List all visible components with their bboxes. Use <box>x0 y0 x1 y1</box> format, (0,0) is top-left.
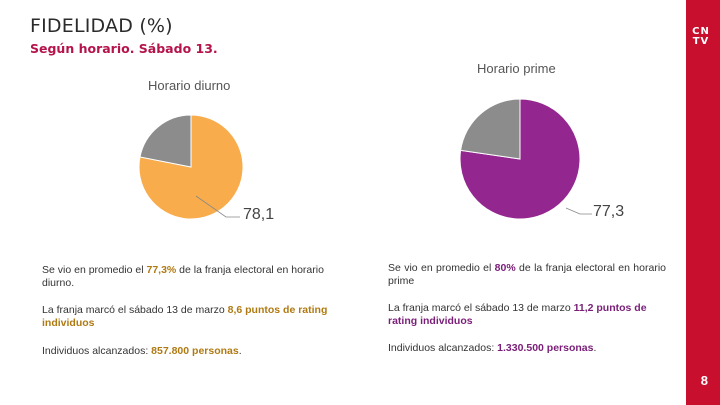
chart-title-diurno: Horario diurno <box>148 78 231 93</box>
right-paragraph-1: Se vio en promedio el 80% de la franja e… <box>388 262 666 288</box>
page-number: 8 <box>700 373 708 388</box>
pie-data-label-diurno: 78,1 <box>243 206 275 223</box>
left-p1-post: de la franja electoral en horario diurno… <box>42 264 324 289</box>
chart-title-prime: Horario prime <box>477 61 556 76</box>
right-p1-post: de la franja electoral en horario prime <box>388 262 666 287</box>
left-p2-pre: La franja marcó el sábado 13 de marzo <box>42 304 228 316</box>
right-p3-pre: Individuos alcanzados: <box>388 342 498 354</box>
left-p3-pre: Individuos alcanzados: <box>42 345 152 357</box>
pie-data-label-prime: 77,3 <box>593 203 625 220</box>
left-paragraph-3: Individuos alcanzados: 857.800 personas. <box>42 345 342 358</box>
pie-slice-rest <box>460 98 521 160</box>
page-subtitle: Según horario. Sábado 13. <box>30 41 218 56</box>
pie-slice-rest <box>139 114 192 168</box>
page-title: FIDELIDAD (%) <box>30 15 173 37</box>
pie-chart-prime <box>459 98 581 220</box>
logo-line-2: TV <box>692 36 710 47</box>
left-paragraph-1: Se vio en promedio el 77,3% de la franja… <box>42 264 342 290</box>
right-p3-post: . <box>593 342 597 354</box>
right-p1-pre: Se vio en promedio el <box>388 262 495 274</box>
right-paragraph-2: La franja marcó el sábado 13 de marzo 11… <box>388 302 678 328</box>
left-p1-pre: Se vio en promedio el <box>42 264 147 276</box>
left-paragraph-2: La franja marcó el sábado 13 de marzo 8,… <box>42 304 342 330</box>
pie-chart-diurno <box>138 114 244 220</box>
left-p1-highlight: 77,3% <box>146 264 177 276</box>
right-p2-highlight: 11,2 puntos de rating individuos <box>388 302 647 327</box>
right-p1-highlight: 80% <box>494 262 516 274</box>
left-p3-highlight: 857.800 personas <box>151 345 239 357</box>
left-p3-post: . <box>238 345 242 357</box>
right-p3-highlight: 1.330.500 personas <box>497 342 594 354</box>
left-p2-highlight: 8,6 puntos de rating individuos <box>42 304 328 329</box>
logo-line-1: CN <box>692 26 710 37</box>
cntv-logo: CN TV <box>689 27 713 47</box>
right-p2-pre: La franja marcó el sábado 13 de marzo <box>388 302 574 314</box>
right-accent-bar <box>686 0 720 405</box>
right-paragraph-3: Individuos alcanzados: 1.330.500 persona… <box>388 342 678 355</box>
